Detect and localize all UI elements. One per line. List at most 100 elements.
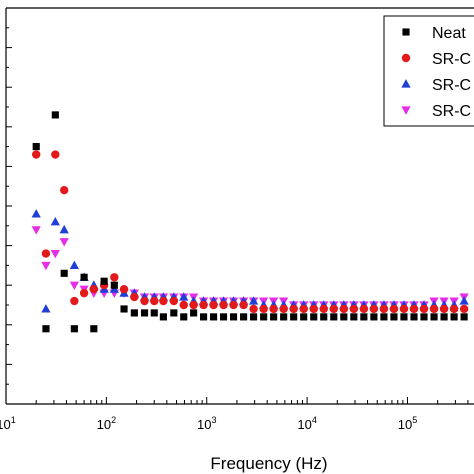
data-point (219, 313, 228, 321)
data-point (450, 313, 458, 321)
data-point (41, 249, 51, 258)
data-point (410, 313, 418, 321)
data-point (200, 313, 208, 321)
data-point (320, 313, 328, 321)
x-tick-label: 101 (0, 415, 16, 432)
data-point (110, 273, 119, 282)
data-point (140, 296, 149, 306)
data-point (169, 296, 179, 306)
data-point (159, 296, 168, 306)
data-point (439, 304, 449, 314)
data-point (339, 304, 349, 314)
data-point (420, 313, 428, 321)
data-point (430, 313, 438, 321)
data-point (270, 313, 278, 321)
data-point (310, 313, 318, 321)
data-point (140, 309, 149, 317)
data-point (41, 304, 51, 313)
data-point (290, 313, 298, 321)
data-point (130, 309, 138, 317)
data-point (51, 111, 59, 119)
data-point (50, 217, 60, 226)
data-point (59, 185, 69, 195)
data-point (229, 300, 238, 310)
legend-label: SR-C (432, 51, 471, 68)
legend-label: SR-C (432, 103, 471, 120)
data-point (80, 273, 88, 281)
data-point (289, 304, 298, 314)
data-point (70, 325, 78, 333)
data-point (32, 143, 40, 151)
data-point (380, 313, 388, 321)
x-axis: 101 102 103 104 105 (0, 397, 469, 432)
data-point (400, 313, 408, 321)
data-point (279, 304, 288, 314)
data-point (350, 313, 358, 321)
data-point (150, 309, 158, 317)
data-point (41, 261, 51, 271)
data-point (429, 304, 439, 314)
data-point (440, 313, 448, 321)
data-point (120, 305, 128, 313)
data-point (90, 325, 98, 333)
data-point (190, 309, 198, 317)
data-point (51, 150, 60, 159)
data-point (390, 313, 398, 321)
data-point (110, 281, 118, 289)
data-point (259, 304, 268, 314)
data-point (359, 304, 369, 314)
data-point (50, 249, 60, 259)
data-point (240, 313, 248, 321)
data-point (42, 325, 50, 333)
data-point (69, 260, 79, 269)
x-tick-label: 104 (297, 415, 316, 432)
data-point (60, 269, 68, 277)
data-point (229, 313, 238, 321)
legend-marker (401, 53, 411, 63)
data-point (329, 304, 338, 314)
data-point (130, 292, 139, 302)
data-point (319, 304, 328, 314)
data-point (460, 313, 468, 321)
data-point (31, 209, 41, 218)
data-point (399, 304, 409, 314)
data-point (299, 304, 308, 314)
data-point (210, 313, 218, 321)
data-point (189, 300, 198, 310)
data-points (31, 111, 469, 333)
x-axis-label: Frequency (Hz) (210, 454, 327, 473)
data-point (269, 304, 278, 314)
data-point (59, 238, 69, 247)
data-point (370, 313, 378, 321)
data-point (330, 313, 338, 321)
data-point (179, 300, 188, 310)
legend-marker (401, 106, 411, 115)
data-point (100, 277, 108, 285)
data-point (449, 304, 459, 314)
legend-marker (401, 79, 411, 88)
data-point (69, 281, 79, 291)
data-point (349, 304, 359, 314)
data-point (159, 313, 167, 321)
data-point (89, 284, 99, 294)
legend: Neat SR-C SR-C SR-C (383, 15, 474, 127)
data-point (409, 304, 419, 314)
data-point (360, 313, 368, 321)
data-point (239, 300, 248, 310)
data-point (119, 284, 129, 294)
data-point (150, 296, 159, 306)
x-tick-label: 102 (97, 415, 116, 432)
data-point (309, 304, 318, 314)
data-point (260, 313, 268, 321)
data-point (369, 304, 379, 314)
legend-label: SR-C (432, 77, 471, 94)
data-point (32, 150, 41, 159)
data-point (300, 313, 308, 321)
data-point (180, 313, 188, 321)
data-point (459, 304, 469, 314)
data-point (209, 300, 218, 310)
legend-marker (402, 28, 410, 36)
data-point (248, 296, 259, 305)
data-point (340, 313, 348, 321)
